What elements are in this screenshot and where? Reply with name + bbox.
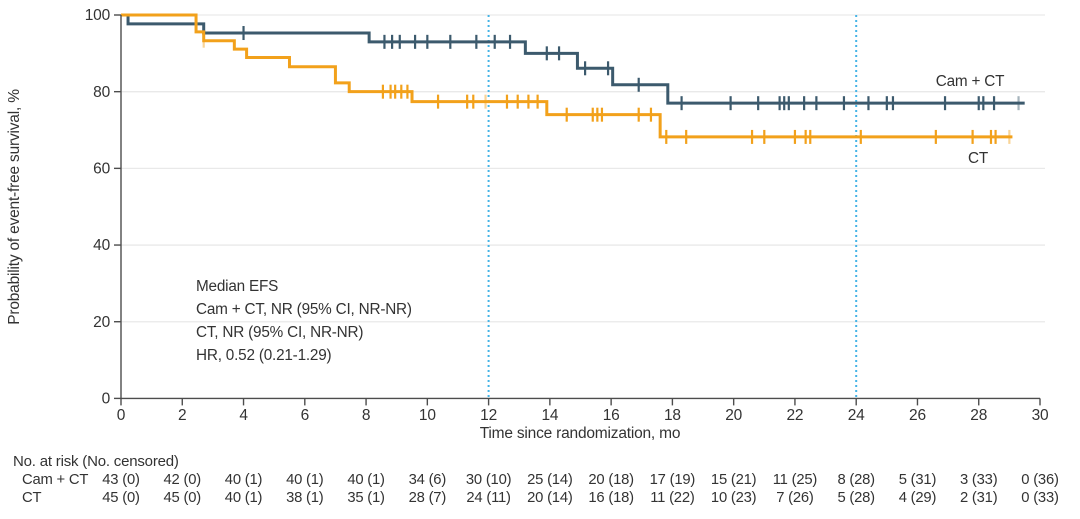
risk-cell: 20 (18)	[588, 472, 634, 488]
x-tick-label: 0	[117, 407, 126, 424]
y-tick-label: 40	[93, 237, 110, 254]
risk-cell: 35 (1)	[347, 490, 385, 506]
x-tick-label: 20	[725, 407, 742, 424]
risk-cell: 28 (7)	[409, 490, 447, 506]
risk-cell: 4 (29)	[899, 490, 937, 506]
risk-cell: 2 (31)	[960, 490, 998, 506]
risk-cell: 24 (11)	[466, 490, 511, 506]
risk-table-values: 43 (0) 42 (0) 40 (1) 40 (1) 40 (1) 34 (6) 30 (…	[102, 472, 1059, 506]
risk-row-label-cam-ct: Cam + CT	[22, 472, 88, 488]
x-tick-label: 18	[664, 407, 681, 424]
risk-cell: 11 (25)	[773, 472, 818, 488]
risk-table-header: No. at risk (No. censored)	[13, 453, 179, 470]
survival-curve-ct	[121, 13, 1013, 139]
median-efs-annotation: Median EFS Cam + CT, NR (95% CI, NR-NR) …	[196, 278, 412, 364]
annotation-line-4: HR, 0.52 (0.21-1.29)	[196, 347, 332, 364]
risk-cell: 40 (1)	[225, 472, 263, 488]
x-tick-label: 2	[178, 407, 186, 424]
survival-curve-cam-ct	[121, 13, 1025, 105]
risk-cell: 30 (10)	[466, 472, 512, 488]
y-tick-label: 20	[93, 314, 110, 331]
x-tick-label: 16	[603, 407, 620, 424]
risk-cell: 45 (0)	[164, 490, 202, 506]
x-tick-label: 26	[909, 407, 926, 424]
risk-cell: 17 (19)	[650, 472, 696, 488]
risk-cell: 40 (1)	[286, 472, 324, 488]
x-tick-label: 8	[362, 407, 370, 424]
risk-cell: 0 (36)	[1021, 472, 1059, 488]
x-tick-label: 6	[301, 407, 309, 424]
risk-cell: 11 (22)	[650, 490, 695, 506]
risk-cell: 25 (14)	[527, 472, 573, 488]
x-tick-label: 24	[848, 407, 865, 424]
risk-cell: 20 (14)	[527, 490, 573, 506]
risk-cell: 5 (28)	[837, 490, 875, 506]
annotation-line-2: Cam + CT, NR (95% CI, NR-NR)	[196, 301, 412, 318]
x-tick-label: 22	[787, 407, 804, 424]
risk-cell: 38 (1)	[286, 490, 324, 506]
x-tick-label: 28	[970, 407, 987, 424]
x-tick-label: 30	[1032, 407, 1049, 424]
risk-cell: 42 (0)	[164, 472, 202, 488]
y-tick-label: 60	[93, 161, 110, 178]
y-tick-label: 80	[93, 84, 110, 101]
reference-lines	[487, 15, 858, 399]
risk-cell: 5 (31)	[899, 472, 937, 488]
risk-cell: 0 (33)	[1021, 490, 1059, 506]
y-tick-label: 0	[102, 391, 111, 408]
risk-cell: 34 (6)	[409, 472, 447, 488]
risk-cell: 3 (33)	[960, 472, 998, 488]
risk-cell: 10 (23)	[711, 490, 757, 506]
risk-cell: 40 (1)	[225, 490, 263, 506]
curve-label-cam-ct: Cam + CT	[936, 73, 1005, 90]
risk-cell: 15 (21)	[711, 472, 757, 488]
x-axis-title: Time since randomization, mo	[480, 425, 681, 442]
x-tick-label: 4	[239, 407, 248, 424]
y-axis-title: Probability of event-free survival, %	[6, 89, 23, 325]
gridlines	[121, 14, 1045, 323]
curve-label-ct: CT	[968, 150, 988, 167]
risk-cell: 40 (1)	[347, 472, 385, 488]
risk-cell: 8 (28)	[837, 472, 875, 488]
risk-cell: 16 (18)	[588, 490, 634, 506]
risk-cell: 45 (0)	[102, 490, 140, 506]
annotation-line-1: Median EFS	[196, 278, 278, 295]
risk-row-label-ct: CT	[22, 490, 41, 506]
survival-curves	[121, 13, 1025, 144]
risk-cell: 7 (26)	[776, 490, 814, 506]
annotation-line-3: CT, NR (95% CI, NR-NR)	[196, 324, 363, 341]
x-tick-label: 10	[419, 407, 436, 424]
y-tick-label: 100	[85, 7, 111, 24]
risk-cell: 43 (0)	[102, 472, 140, 488]
risk-table: No. at risk (No. censored) Cam + CT CT 4…	[13, 453, 1059, 506]
x-tick-label: 14	[541, 407, 558, 424]
x-tick-label: 12	[480, 407, 497, 424]
